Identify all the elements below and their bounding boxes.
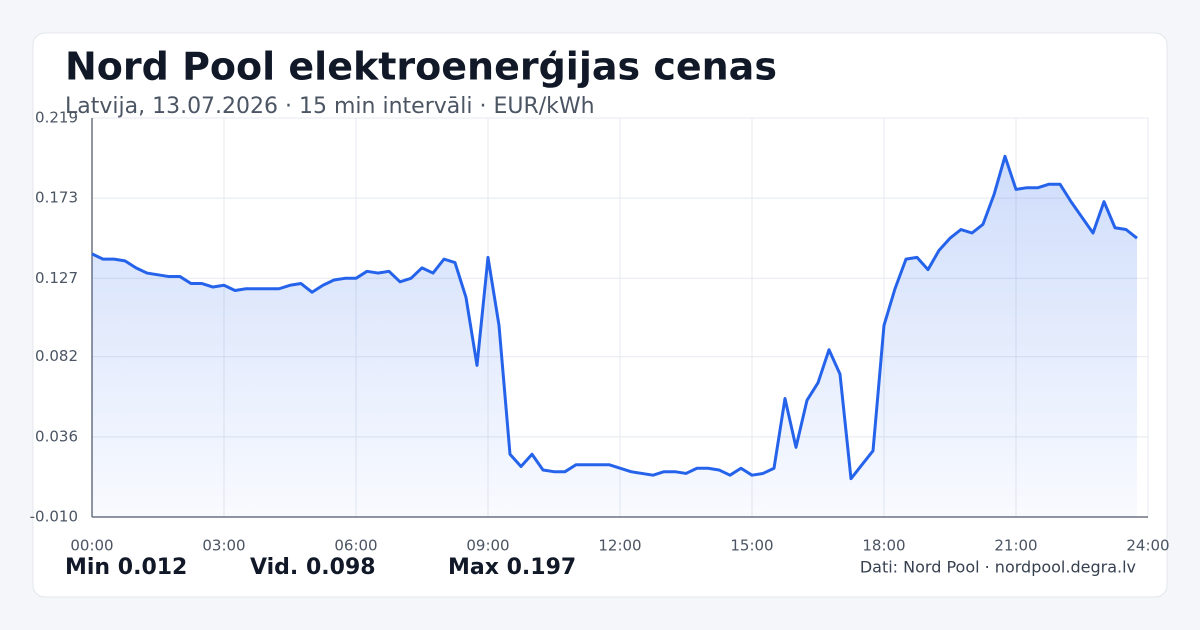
stat: Max 0.197 bbox=[448, 555, 576, 580]
y-tick-label: 0.082 bbox=[35, 347, 78, 365]
stat-label: Max bbox=[448, 555, 499, 580]
chart-subtitle: Latvija, 13.07.2026 · 15 min intervāli ·… bbox=[65, 94, 595, 119]
y-tick-label: 0.036 bbox=[35, 427, 78, 445]
y-tick-label: 0.173 bbox=[35, 189, 78, 207]
stat-label: Vid. bbox=[250, 555, 298, 580]
y-tick-label: 0.127 bbox=[35, 269, 78, 287]
y-tick-label: -0.010 bbox=[30, 508, 78, 526]
line bbox=[91, 154, 1138, 481]
x-tick-label: 18:00 bbox=[862, 537, 905, 555]
x-tick-label: 24:00 bbox=[1126, 537, 1169, 555]
stat-value: 0.012 bbox=[118, 555, 188, 580]
x-tick-label: 21:00 bbox=[994, 537, 1037, 555]
x-tick-label: 06:00 bbox=[334, 537, 377, 555]
x-tick-label: 00:00 bbox=[70, 537, 113, 555]
x-tick-label: 12:00 bbox=[598, 537, 641, 555]
stat-value: 0.098 bbox=[306, 555, 376, 580]
x-tick-label: 09:00 bbox=[466, 537, 509, 555]
x-tick-label: 15:00 bbox=[730, 537, 773, 555]
stat-label: Min bbox=[65, 555, 110, 580]
x-tick-label: 03:00 bbox=[202, 537, 245, 555]
stat: Vid. 0.098 bbox=[250, 555, 376, 580]
chart-title: Nord Pool elektroenerģijas cenas bbox=[65, 45, 777, 89]
stat: Min 0.012 bbox=[65, 555, 187, 580]
source: Dati: Nord Pool · nordpool.degra.lv bbox=[860, 558, 1136, 577]
stat-value: 0.197 bbox=[507, 555, 577, 580]
y-tick-label: 0.219 bbox=[35, 109, 78, 127]
